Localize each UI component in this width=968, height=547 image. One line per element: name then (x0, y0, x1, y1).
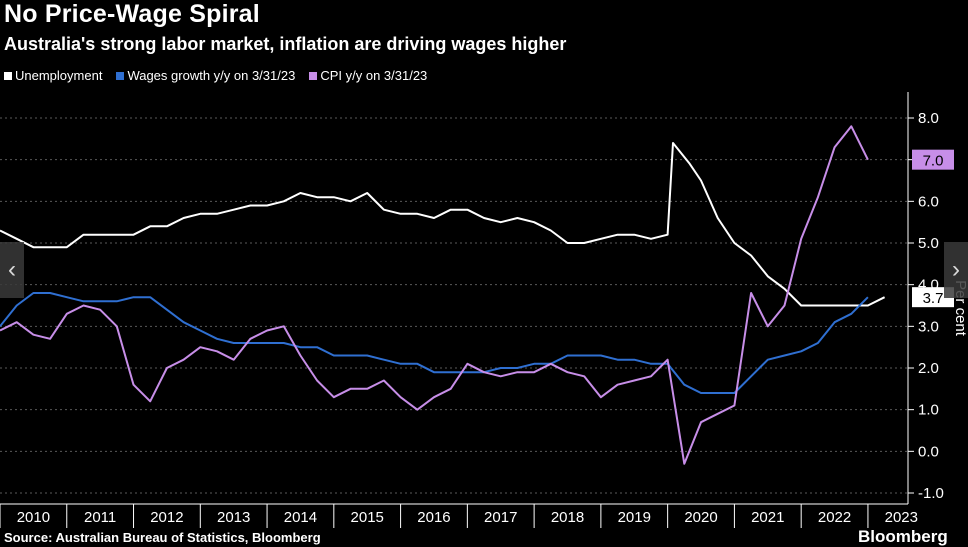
x-tick-label-0: 2010 (17, 509, 50, 526)
chart-subtitle: Australia's strong labor market, inflati… (4, 34, 567, 54)
x-tick-label-6: 2016 (417, 509, 450, 526)
y-axis: 8.07.06.05.04.03.02.01.00.0-1.03.77.0 (907, 92, 954, 504)
series-lines (0, 125, 886, 465)
chart-legend: Unemployment Wages growth y/y on 3/31/23… (4, 68, 427, 83)
x-axis: 2010 2011 2012 2013 2014 2015 2016 2017 2018 2019… (0, 503, 918, 528)
legend-item-cpi: CPI y/y on 3/31/23 (309, 68, 427, 83)
unemployment-end-label-box (912, 287, 954, 308)
y-tick-label-2: 6.0 (918, 193, 939, 210)
legend-label-cpi: CPI y/y on 3/31/23 (320, 68, 428, 83)
series-line-unemployment (0, 142, 886, 307)
x-tick-label-7: 2017 (484, 509, 517, 526)
y-tick-label-3: 5.0 (918, 235, 939, 252)
y-tick-label-6: 2.0 (918, 360, 939, 377)
y-tick-label-7: 1.0 (918, 402, 939, 419)
chevron-left-icon: ‹ (8, 256, 16, 283)
x-tick-label-5: 2015 (351, 509, 384, 526)
y-tick-label-8: 0.0 (918, 443, 939, 460)
previous-chart-button[interactable]: ‹ (0, 242, 24, 298)
legend-item-unemployment: Unemployment (4, 68, 102, 83)
unemployment-end-label: 3.7 (923, 290, 944, 307)
legend-item-wages: Wages growth y/y on 3/31/23 (116, 68, 295, 83)
series-line-cpi (0, 125, 869, 465)
series-line-wages (0, 292, 869, 394)
legend-swatch-wages (116, 71, 125, 80)
x-tick-label-12: 2022 (818, 509, 851, 526)
y-tick-label-0: 8.0 (918, 110, 939, 127)
x-tick-label-3: 2013 (217, 509, 250, 526)
x-tick-label-4: 2014 (284, 509, 317, 526)
x-tick-label-8: 2018 (551, 509, 584, 526)
x-tick-label-9: 2019 (618, 509, 651, 526)
x-tick-label-11: 2021 (751, 509, 784, 526)
x-tick-label-1: 2011 (84, 509, 116, 526)
x-tick-label-13: 2023 (885, 509, 918, 526)
next-chart-button[interactable]: › (944, 242, 968, 298)
legend-swatch-cpi (309, 71, 318, 80)
grid-lines (0, 117, 908, 494)
y-tick-label-9: -1.0 (918, 485, 944, 502)
chart-title: No Price-Wage Spiral (4, 0, 260, 28)
bloomberg-logo: Bloomberg (858, 527, 948, 546)
legend-label-unemployment: Unemployment (15, 68, 103, 83)
chevron-right-icon: › (952, 256, 960, 283)
cpi-end-label: 7.0 (923, 153, 944, 170)
legend-swatch-unemployment (4, 71, 12, 80)
x-tick-label-10: 2020 (684, 509, 717, 526)
y-tick-label-5: 3.0 (918, 318, 939, 335)
source-note: Source: Australian Bureau of Statistics,… (4, 530, 321, 545)
cpi-end-label-box (912, 149, 954, 170)
x-tick-label-2: 2012 (150, 509, 183, 526)
legend-label-wages: Wages growth y/y on 3/31/23 (127, 68, 296, 83)
